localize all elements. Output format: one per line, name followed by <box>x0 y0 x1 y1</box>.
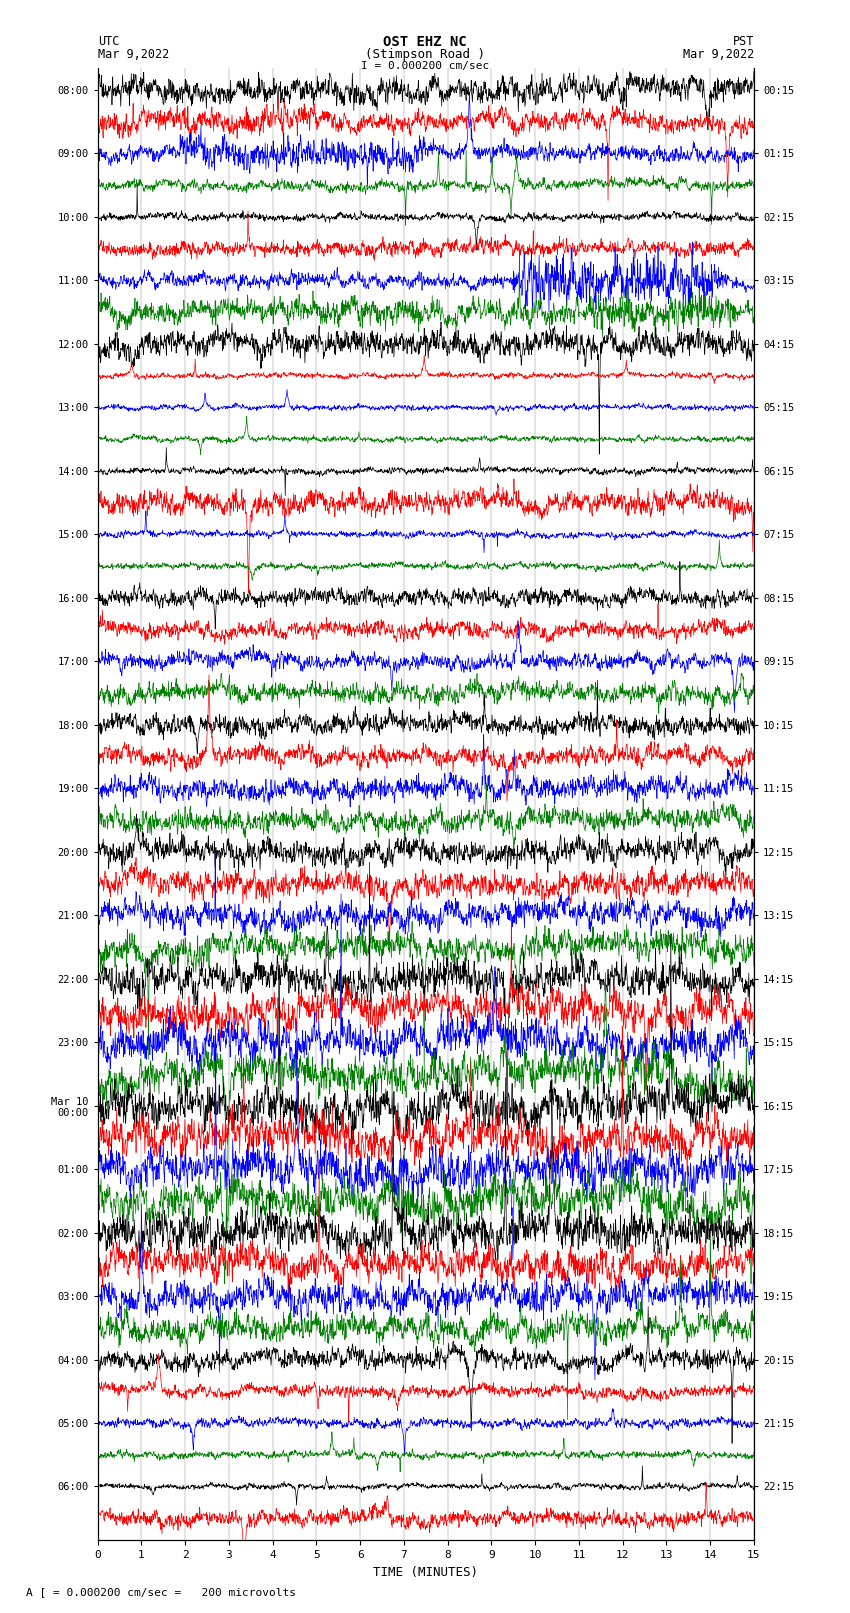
Text: UTC: UTC <box>98 35 119 48</box>
Text: I = 0.000200 cm/sec: I = 0.000200 cm/sec <box>361 61 489 71</box>
Text: OST EHZ NC: OST EHZ NC <box>383 35 467 50</box>
Text: PST: PST <box>733 35 754 48</box>
Text: Mar 9,2022: Mar 9,2022 <box>683 48 754 61</box>
Text: A [ = 0.000200 cm/sec =   200 microvolts: A [ = 0.000200 cm/sec = 200 microvolts <box>26 1587 296 1597</box>
Text: Mar 9,2022: Mar 9,2022 <box>98 48 169 61</box>
X-axis label: TIME (MINUTES): TIME (MINUTES) <box>373 1566 479 1579</box>
Text: (Stimpson Road ): (Stimpson Road ) <box>365 48 485 61</box>
